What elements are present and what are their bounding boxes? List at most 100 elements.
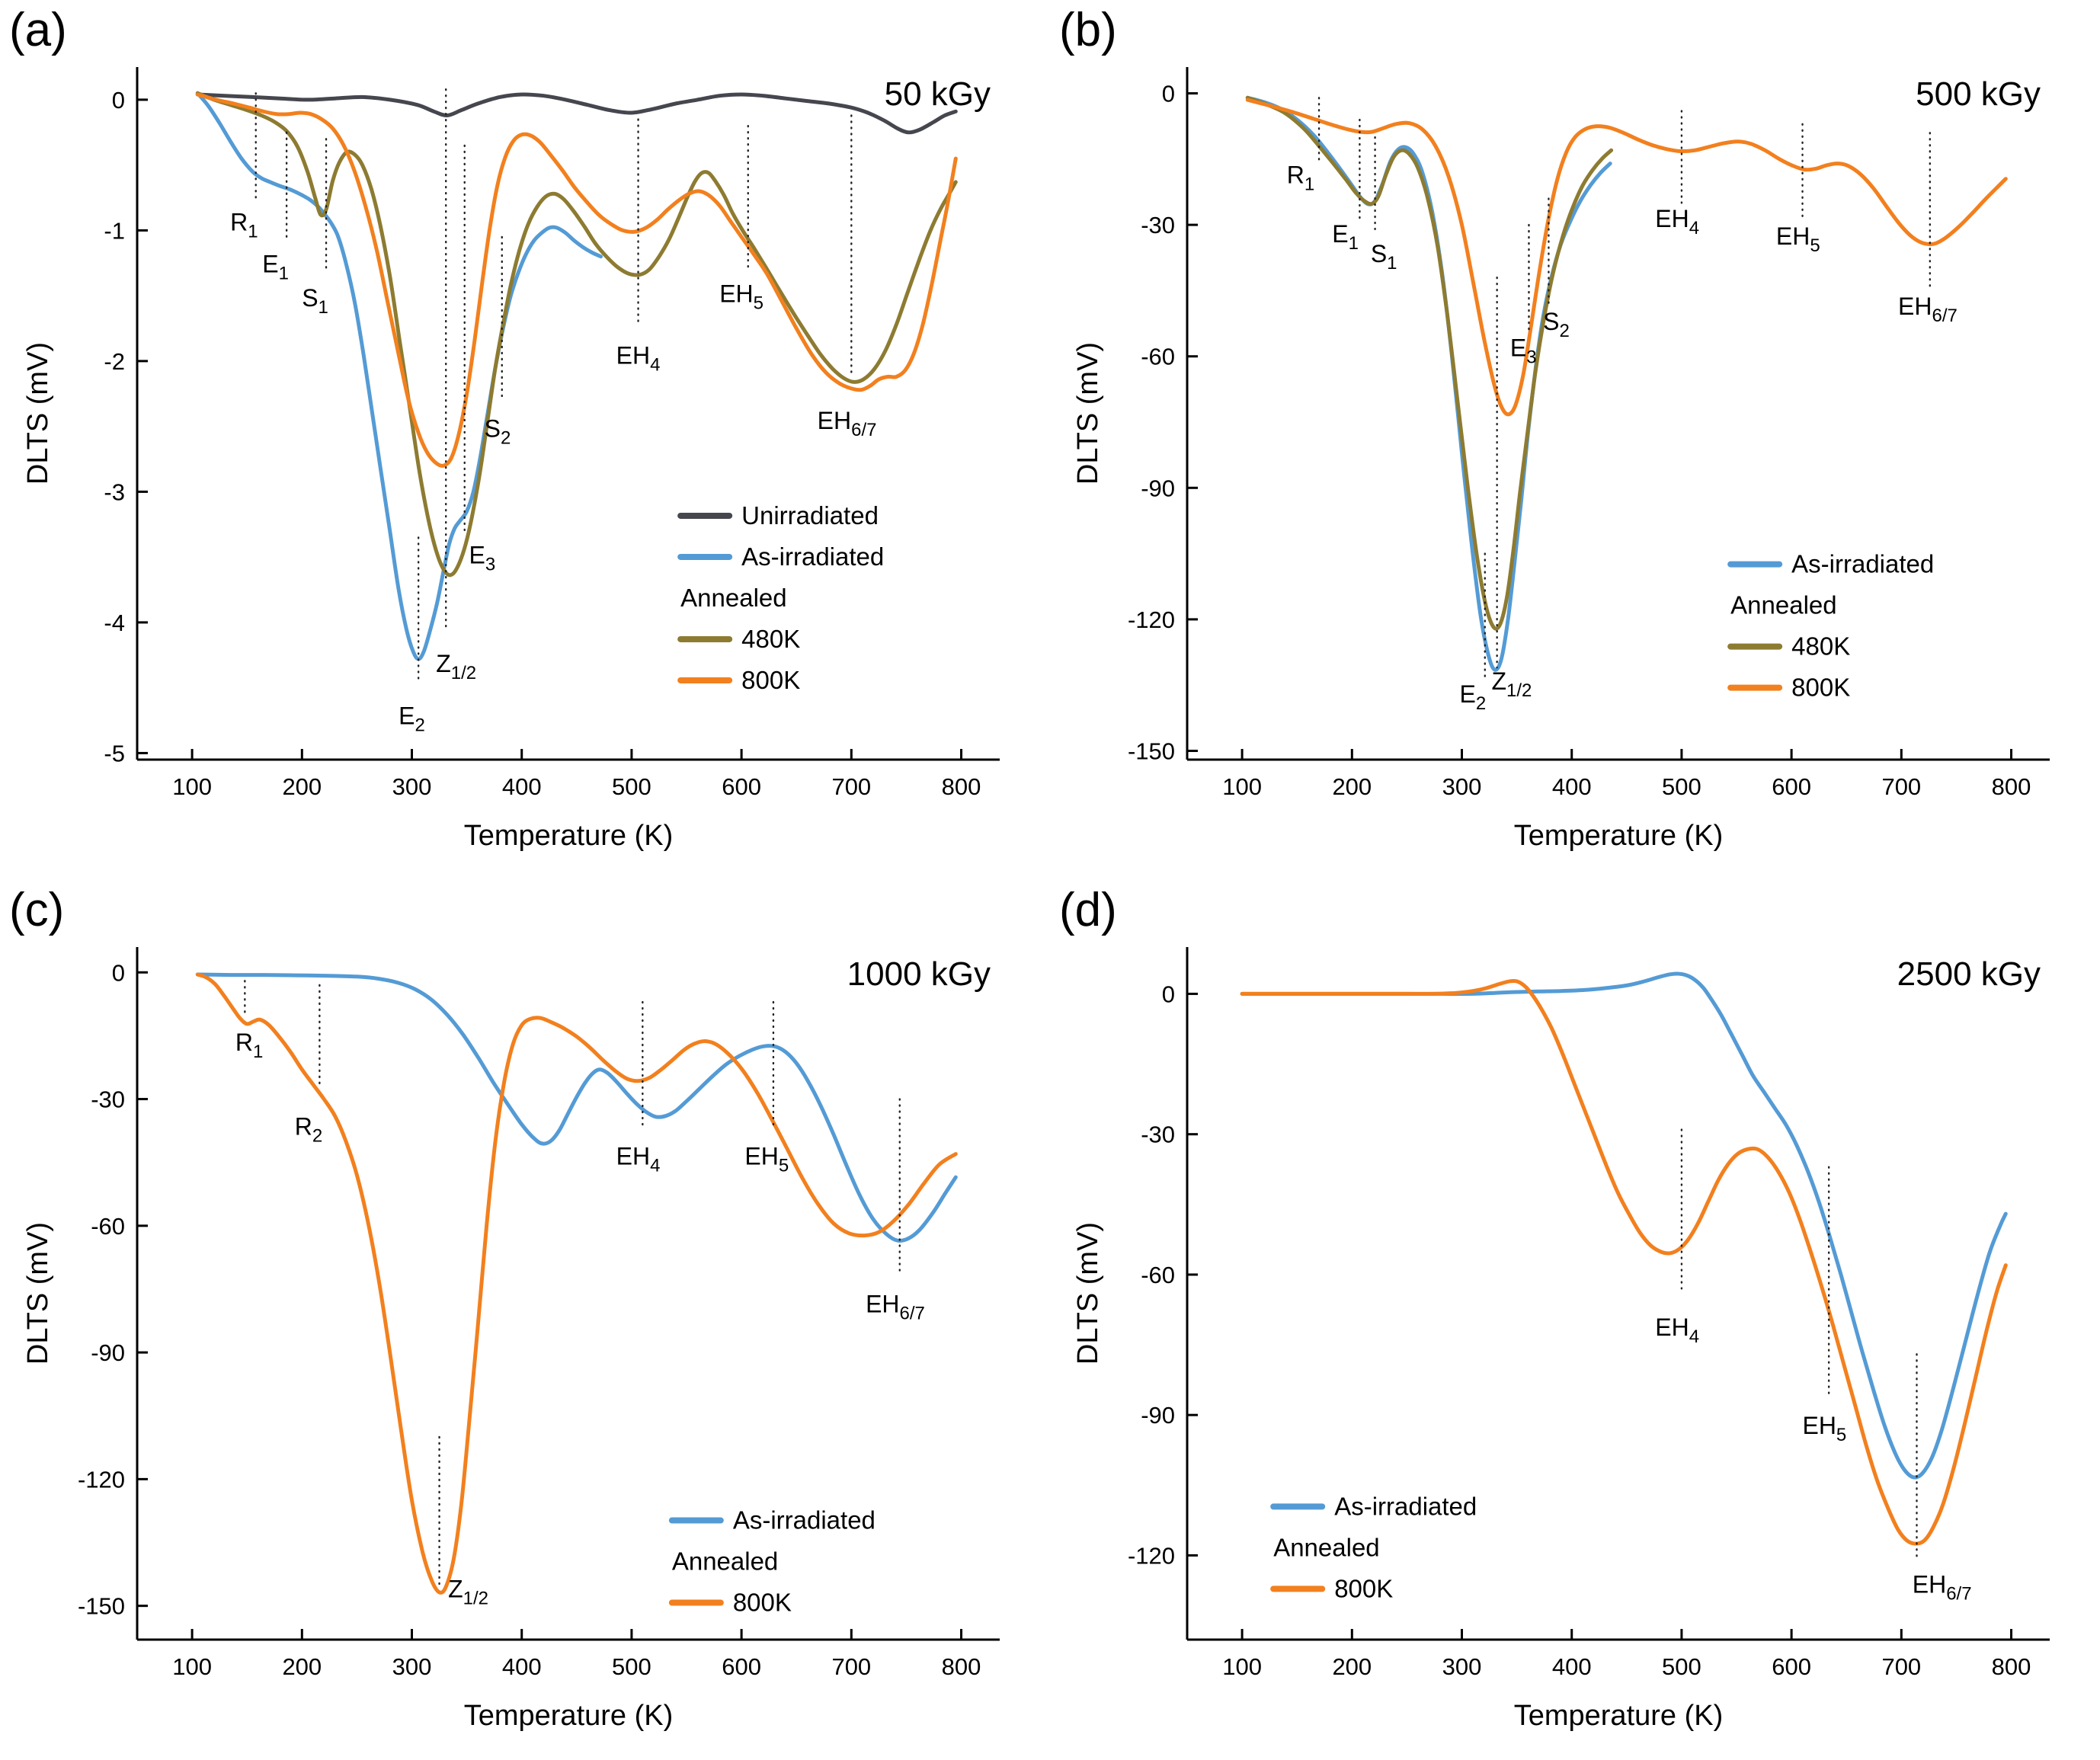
- annotation-label: S1: [302, 284, 328, 318]
- y-tick-label: -5: [104, 740, 125, 766]
- x-axis-title: Temperature (K): [1514, 1700, 1724, 1732]
- y-axis-title: DLTS (mV): [1072, 342, 1104, 485]
- annotation-eh4: EH4: [1655, 110, 1699, 238]
- legend-header: Annealed: [1730, 591, 1836, 619]
- panel-b-tag: (b): [1059, 4, 1117, 56]
- annotation-label: E1: [1332, 220, 1359, 254]
- legend-label: As-irradiated: [741, 542, 884, 571]
- y-tick-label: -60: [1141, 344, 1175, 370]
- panel-d: (d) 100 200 300 400 500 600 700 800 0 -30 -60 -90 -1…: [1050, 880, 2100, 1760]
- annotation-label: E2: [399, 702, 425, 736]
- x-axis-title: Temperature (K): [1514, 820, 1724, 852]
- annotation-label: Z1/2: [1491, 667, 1532, 701]
- series-800k-curve: [1240, 978, 2008, 1546]
- x-tick-label: 800: [942, 773, 981, 800]
- annotation-r1: R1: [230, 92, 258, 242]
- annotation-eh5: EH5: [744, 1000, 789, 1176]
- annotation-label: EH6/7: [1898, 293, 1958, 326]
- y-axis: 0 -30 -60 -90 -120: [1128, 981, 1198, 1569]
- y-tick-label: -3: [104, 478, 125, 505]
- annotation-label: R1: [235, 1029, 263, 1062]
- legend-label: 480K: [741, 625, 800, 653]
- dose-label: 500 kGy: [1916, 75, 2041, 113]
- legend: Unirradiated As-irradiated Annealed 480K 800…: [677, 501, 884, 694]
- y-tick-label: -150: [1128, 738, 1175, 764]
- annotation-label: R1: [1287, 161, 1314, 194]
- legend-header: Annealed: [1273, 1533, 1379, 1561]
- x-tick-label: 300: [1442, 773, 1482, 800]
- y-axis-title: DLTS (mV): [22, 1222, 54, 1365]
- x-tick-label: 200: [282, 1653, 322, 1680]
- legend-label: 800K: [1334, 1574, 1393, 1602]
- y-tick-label: -90: [1141, 1402, 1175, 1429]
- y-tick-label: -90: [91, 1339, 125, 1366]
- legend-label: 800K: [1791, 674, 1850, 702]
- annotation-label: EH5: [719, 280, 763, 314]
- x-tick-label: 400: [1552, 1653, 1592, 1680]
- x-axis: 100 200 300 400 500 600 700 800: [1222, 1629, 2031, 1680]
- annotation-eh5: EH5: [1776, 123, 1820, 256]
- y-tick-label: -150: [78, 1593, 125, 1620]
- panel-c-chart: 100 200 300 400 500 600 700 800 0 -30 -60 -90 -120 -1…: [22, 947, 1000, 1732]
- x-axis-title: Temperature (K): [464, 820, 674, 852]
- annotation-label: E1: [262, 250, 289, 283]
- series-unirradiated-curve: [195, 92, 958, 135]
- x-tick-label: 500: [1662, 773, 1701, 800]
- x-tick-label: 300: [392, 1653, 432, 1680]
- x-tick-label: 100: [1222, 1653, 1262, 1680]
- series-800k-curve: [195, 972, 958, 1595]
- annotation-label: EH4: [616, 1142, 661, 1176]
- x-axis-title: Temperature (K): [464, 1700, 674, 1732]
- x-tick-label: 200: [282, 773, 322, 800]
- y-tick-label: -60: [91, 1213, 125, 1240]
- x-tick-label: 700: [1881, 1653, 1921, 1680]
- x-tick-label: 600: [1772, 1653, 1811, 1680]
- annotation-label: Z1/2: [436, 650, 476, 683]
- annotation-e3: E3: [463, 144, 495, 575]
- annotation-label: EH6/7: [818, 407, 877, 440]
- dose-label: 2500 kGy: [1897, 955, 2041, 993]
- annotation-label: EH6/7: [1913, 1571, 1972, 1605]
- legend: As-irradiated Annealed 800K: [668, 1506, 876, 1617]
- x-tick-label: 300: [1442, 1653, 1482, 1680]
- legend-label: As-irradiated: [1334, 1492, 1477, 1520]
- x-tick-label: 200: [1332, 773, 1372, 800]
- x-tick-label: 700: [1881, 773, 1921, 800]
- annotation-label: R1: [230, 208, 258, 242]
- x-tick-label: 800: [1992, 773, 2031, 800]
- series-800k-curve: [195, 92, 958, 468]
- legend-label: 800K: [741, 666, 800, 694]
- annotation-eh4: EH4: [616, 118, 661, 375]
- annotation-e1: E1: [1332, 118, 1361, 254]
- y-tick-label: 0: [1162, 981, 1175, 1007]
- x-tick-label: 500: [612, 773, 651, 800]
- y-axis-title: DLTS (mV): [1072, 1222, 1104, 1365]
- panel-d-chart: 100 200 300 400 500 600 700 800 0 -30 -60 -90 -120 Te…: [1072, 947, 2050, 1732]
- annotation-s2: S2: [485, 235, 511, 448]
- annotation-label: E3: [1510, 334, 1537, 368]
- annotation-label: E2: [1460, 680, 1487, 714]
- legend-label: As-irradiated: [733, 1506, 876, 1534]
- y-tick-label: 0: [112, 87, 125, 114]
- panel-a-tag: (a): [9, 4, 67, 56]
- annotation-label: EH4: [616, 341, 661, 375]
- annotation-label: EH6/7: [866, 1290, 925, 1323]
- y-tick-label: -120: [78, 1466, 125, 1493]
- x-tick-label: 400: [1552, 773, 1592, 800]
- annotation-label: S2: [485, 414, 511, 448]
- annotation-label: E3: [469, 542, 495, 575]
- x-tick-label: 700: [831, 1653, 871, 1680]
- legend-label: As-irradiated: [1791, 550, 1934, 578]
- x-tick-label: 100: [172, 773, 212, 800]
- y-tick-label: -90: [1141, 475, 1175, 501]
- x-tick-label: 200: [1332, 1653, 1372, 1680]
- x-tick-label: 500: [1662, 1653, 1701, 1680]
- annotation-label: EH4: [1655, 1314, 1699, 1347]
- annotation-eh6-7: EH6/7: [866, 1098, 925, 1323]
- series-480k-curve: [195, 91, 958, 578]
- legend-label: 480K: [1791, 632, 1850, 661]
- x-tick-label: 400: [502, 773, 542, 800]
- panel-d-tag: (d): [1059, 884, 1117, 936]
- panel-c-tag: (c): [9, 884, 65, 936]
- annotation-label: EH5: [744, 1142, 789, 1176]
